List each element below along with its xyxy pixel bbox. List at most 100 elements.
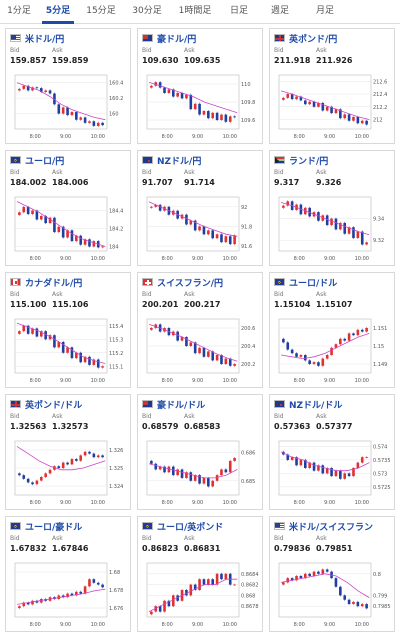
candle-body: [92, 241, 96, 247]
x-tick-label: 8:00: [30, 622, 41, 628]
rate-card[interactable]: カナダドル/円 Bid Ask 115.100 115.106 115.4 115.3 115…: [5, 272, 131, 388]
currency-pair-link[interactable]: ユーロ/ドル: [289, 278, 338, 289]
card-header: ユーロ/英ポンド: [138, 517, 262, 535]
plot-area: [278, 562, 372, 618]
x-tick-label: 9:00: [324, 500, 335, 506]
rate-card[interactable]: NZドル/ドル Bid Ask 0.57363 0.57377 0.574 0.5735 0.…: [269, 394, 395, 510]
x-tick-label: 8:00: [162, 256, 173, 262]
rate-card[interactable]: ユーロ/英ポンド Bid Ask 0.86823 0.86831 0.8684 0.8682…: [137, 516, 263, 632]
rate-card[interactable]: 英ポンド/ドル Bid Ask 1.32563 1.32573 1.326 1.325 1.3…: [5, 394, 131, 510]
candle-body: [202, 226, 206, 235]
currency-pair-link[interactable]: 英ポンド/円: [289, 34, 338, 45]
mini-chart[interactable]: 160.4 160.2 160 8:00 9:00 10:00: [9, 71, 129, 141]
candle-body: [150, 85, 153, 88]
price-labels: Bid Ask: [138, 291, 262, 299]
mini-chart[interactable]: 1.326 1.325 1.324 8:00 9:00 10:00: [9, 437, 129, 507]
currency-pair-link[interactable]: NZドル/円: [157, 156, 202, 167]
candle-body: [158, 466, 162, 470]
currency-pair-link[interactable]: NZドル/ドル: [289, 400, 343, 411]
rate-card[interactable]: NZドル/円 Bid Ask 91.707 91.714 92 91.8 91.6 8:00 9:…: [137, 150, 263, 266]
flag-icon: [274, 400, 285, 408]
currency-pair-link[interactable]: 英ポンド/ドル: [25, 400, 83, 411]
mini-chart[interactable]: 0.8 0.799 0.7985 8:00 9:00 10:00: [273, 559, 393, 629]
mini-chart[interactable]: 9.34 9.32 8:00 9:00 10:00: [273, 193, 393, 263]
y-tick-label: 9.34: [373, 217, 384, 223]
candle-body: [325, 355, 329, 359]
rate-card[interactable]: 豪ドル/ドル Bid Ask 0.68579 0.68583 0.686 0.685 8:00…: [137, 394, 263, 510]
y-tick-label: 1.326: [109, 448, 123, 454]
mini-chart[interactable]: 0.574 0.5735 0.573 0.5725 8:00 9:00 10:00: [273, 437, 393, 507]
x-tick-label: 8:00: [294, 500, 305, 506]
currency-pair-link[interactable]: スイスフラン/円: [157, 278, 224, 289]
mini-chart[interactable]: 1.68 1.678 1.676 8:00 9:00 10:00: [9, 559, 129, 629]
price-values: 211.918 211.926: [270, 55, 394, 66]
candle-body: [325, 215, 329, 226]
candle-body: [22, 475, 26, 479]
candle-body: [325, 468, 329, 474]
mini-chart[interactable]: 0.8684 0.8682 0.868 0.8678 8:00 9:00 10:00: [141, 559, 261, 629]
mini-chart[interactable]: 110 109.8 109.6 8:00 9:00 10:00: [141, 71, 261, 141]
y-tick-label: 212: [373, 117, 383, 123]
currency-pair-link[interactable]: ランド/円: [289, 156, 329, 167]
candle-body: [150, 611, 153, 615]
candle-body: [154, 463, 158, 470]
y-tick-label: 91.8: [241, 224, 252, 230]
moving-average-line: [16, 322, 106, 364]
mini-chart[interactable]: 115.4 115.3 115.2 115.1 8:00 9:00 10:00: [9, 315, 129, 385]
tab-5[interactable]: 1時間足: [178, 6, 212, 16]
currency-pair-link[interactable]: 米ドル/円: [25, 34, 65, 45]
mini-chart[interactable]: 184.4 184.2 184 8:00 9:00 10:00: [9, 193, 129, 263]
y-tick-label: 0.686: [241, 450, 255, 456]
y-tick-label: 200.2: [241, 362, 255, 368]
mini-chart[interactable]: 1.151 1.15 1.149 8:00 9:00 10:00: [273, 315, 393, 385]
tab-8[interactable]: 月足: [315, 6, 334, 16]
rate-card[interactable]: 豪ドル/円 Bid Ask 109.630 109.635 110 109.8 109.6 8:…: [137, 28, 263, 144]
rate-card[interactable]: 英ポンド/円 Bid Ask 211.918 211.926 212.6 212.4 212.…: [269, 28, 395, 144]
x-tick-label: 10:00: [223, 622, 237, 628]
rate-card[interactable]: 米ドル/円 Bid Ask 159.857 159.859 160.4 160.2 160 8:…: [5, 28, 131, 144]
mini-chart[interactable]: 0.686 0.685 8:00 9:00 10:00: [141, 437, 261, 507]
candlestick-chart: 110 109.8 109.6 8:00 9:00 10:00: [146, 74, 255, 140]
candle-body: [75, 591, 78, 596]
currency-pair-link[interactable]: 豪ドル/ドル: [157, 400, 206, 411]
candle-body: [193, 342, 197, 354]
mini-chart[interactable]: 212.6 212.4 212.2 212 8:00 9:00 10:00: [273, 71, 393, 141]
currency-pair-link[interactable]: 豪ドル/円: [157, 34, 197, 45]
candle-body: [282, 205, 285, 208]
ask-label: Ask: [316, 291, 327, 298]
candle-body: [18, 88, 21, 91]
candlestick-chart: 9.34 9.32 8:00 9:00 10:00: [278, 196, 384, 262]
candle-body: [211, 579, 215, 585]
tab-6[interactable]: 日足: [229, 6, 248, 16]
tab-3[interactable]: 15分足: [86, 6, 116, 16]
rate-card[interactable]: 米ドル/スイスフラン Bid Ask 0.79836 0.79851 0.8 0.799 0.…: [269, 516, 395, 632]
currency-pair-link[interactable]: ユーロ/豪ドル: [25, 522, 83, 533]
currency-pair-link[interactable]: カナダドル/円: [25, 278, 83, 289]
mini-chart[interactable]: 92 91.8 91.6 8:00 9:00 10:00: [141, 193, 261, 263]
currency-pair-link[interactable]: ユーロ/円: [25, 156, 65, 167]
candle-body: [53, 335, 56, 348]
candle-body: [57, 226, 61, 233]
tab-7[interactable]: 週足: [270, 6, 289, 16]
candle-body: [92, 579, 96, 583]
price-values: 184.002 184.006: [6, 177, 130, 188]
rate-card[interactable]: ユーロ/豪ドル Bid Ask 1.67832 1.67846 1.68 1.678 1.67…: [5, 516, 131, 632]
currency-pair-link[interactable]: 米ドル/スイスフラン: [289, 522, 374, 533]
rate-card[interactable]: スイスフラン/円 Bid Ask 200.201 200.217 200.6 200.4 20…: [137, 272, 263, 388]
mini-chart[interactable]: 200.6 200.4 200.2 8:00 9:00 10:00: [141, 315, 261, 385]
tab-2[interactable]: 5分足: [38, 0, 78, 24]
tab-4[interactable]: 30分足: [132, 6, 162, 16]
tab-1[interactable]: 1分足: [7, 6, 31, 16]
price-labels: Bid Ask: [138, 47, 262, 55]
candle-body: [220, 114, 223, 120]
candle-body: [176, 93, 179, 97]
price-labels: Bid Ask: [270, 47, 394, 55]
candle-body: [330, 106, 333, 114]
candle-body: [334, 344, 338, 348]
rate-card[interactable]: ユーロ/円 Bid Ask 184.002 184.006 184.4 184.2 184 8:…: [5, 150, 131, 266]
rate-card[interactable]: ユーロ/ドル Bid Ask 1.15104 1.15107 1.151 1.15 1.149…: [269, 272, 395, 388]
x-tick-label: 8:00: [162, 500, 173, 506]
currency-pair-link[interactable]: ユーロ/英ポンド: [157, 522, 224, 533]
rate-card[interactable]: ランド/円 Bid Ask 9.317 9.326 9.34 9.32 8:00 9:00 10:…: [269, 150, 395, 266]
candle-body: [343, 595, 347, 600]
